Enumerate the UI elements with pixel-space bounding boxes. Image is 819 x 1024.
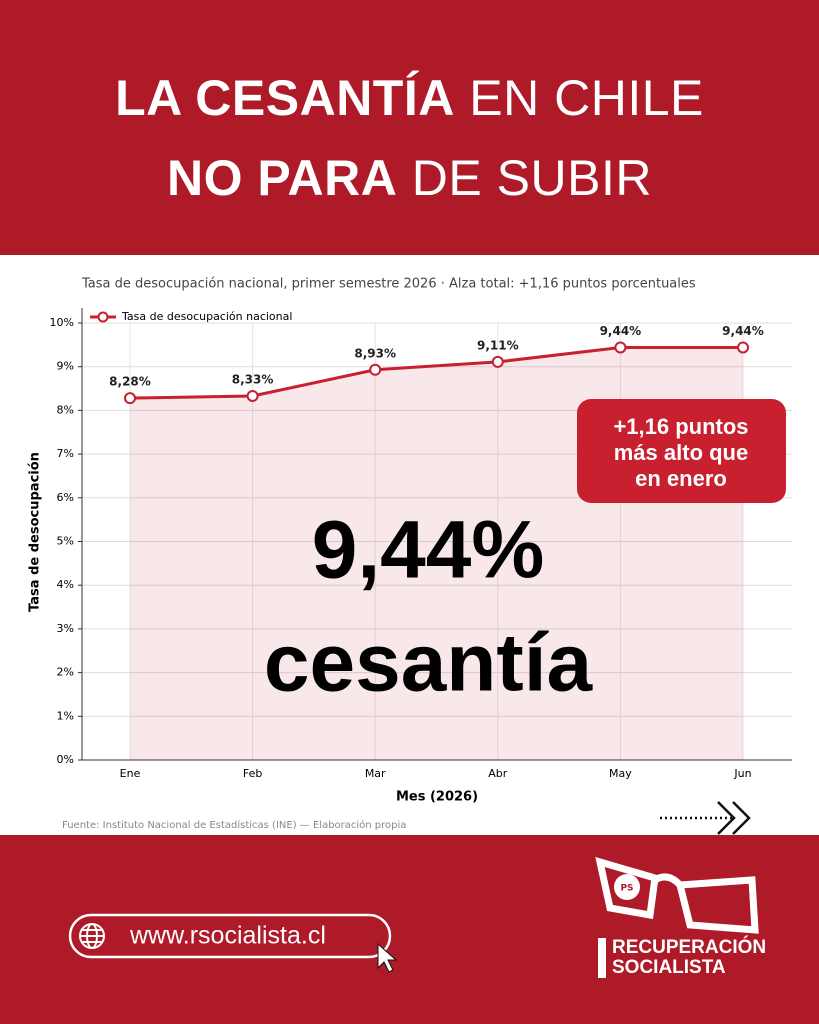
point: [124, 392, 136, 405]
globe-icon: [79, 923, 105, 949]
y-tick-label: 9%: [57, 360, 74, 373]
next-arrow: [660, 801, 751, 835]
value-label: 8,33%: [232, 372, 274, 386]
annotation-box: [577, 399, 786, 503]
point: [491, 355, 504, 368]
x-tick-label: Mar: [365, 767, 386, 780]
cursor-icon: [377, 942, 398, 973]
value-label: 9,44%: [722, 324, 764, 338]
point: [737, 341, 749, 354]
logo-glasses: [595, 856, 759, 934]
footer: [0, 835, 819, 1024]
y-tick-label: 1%: [57, 709, 74, 722]
y-tick-label: 10%: [50, 316, 74, 329]
annotation-text: en enero: [635, 466, 727, 491]
title-bold: LA CESANTÍA: [115, 70, 455, 126]
x-tick-label: Abr: [488, 767, 508, 780]
x-tick-label: Feb: [243, 767, 262, 780]
headline: 9,44%: [312, 505, 545, 596]
x-axis-label: Mes (2026): [396, 790, 478, 805]
point: [369, 363, 382, 376]
logo-text: RECUPERACIÓN: [612, 936, 766, 958]
y-tick-label: 4%: [57, 578, 74, 591]
y-tick-label: 8%: [57, 403, 74, 416]
value-label: 9,11%: [477, 338, 519, 352]
title-regular: DE SUBIR: [411, 150, 652, 206]
annotation-text: más alto que: [614, 440, 748, 465]
header: LA CESANTÍA EN CHILE NO PARA DE SUBIR: [0, 0, 819, 255]
headline: cesantía: [264, 618, 594, 709]
y-axis-label: Tasa de desocupación: [28, 452, 43, 612]
logo-text: SOCIALISTA: [612, 957, 726, 978]
y-tick-label: 6%: [57, 491, 74, 504]
y-tick-label: 5%: [57, 535, 74, 548]
x-tick-label: Ene: [120, 767, 141, 780]
source: Fuente: Instituto Nacional de Estadístic…: [62, 819, 406, 831]
title-line: LA CESANTÍA EN CHILE: [0, 58, 819, 138]
title-line: NO PARA DE SUBIR: [0, 138, 819, 218]
point: [246, 389, 259, 402]
y-tick-label: 3%: [57, 622, 74, 635]
point: [614, 341, 627, 354]
x-tick-label: May: [609, 767, 632, 780]
value-label: 9,44%: [600, 324, 642, 338]
logo-bar: [598, 938, 606, 978]
y-tick-label: 2%: [57, 666, 74, 679]
x-tick-label: Jun: [733, 767, 751, 780]
plot: 0% 1% 2% 3% 4% 5% 6% 7% 8% 9% 10% Ene Feb Mar Abr May Ju…: [50, 308, 792, 780]
url-pill[interactable]: [68, 913, 392, 959]
line: [129, 345, 743, 400]
y-tick-label: 7%: [57, 447, 74, 460]
value-label: 8,28%: [109, 375, 151, 389]
value-label: 8,93%: [354, 346, 396, 360]
annotation-text: +1,16 puntos: [613, 414, 748, 439]
legend-label: Tasa de desocupación nacional: [121, 310, 292, 323]
title-bold: NO PARA: [167, 150, 398, 206]
chart-subtitle: Tasa de desocupación nacional, primer se…: [81, 277, 696, 292]
title-regular: EN CHILE: [469, 70, 704, 126]
legend-marker: [97, 311, 109, 323]
y-tick-label: 0%: [57, 753, 74, 766]
url[interactable]: www.rsocialista.cl: [129, 922, 326, 950]
logo-badge: PS: [620, 884, 633, 894]
